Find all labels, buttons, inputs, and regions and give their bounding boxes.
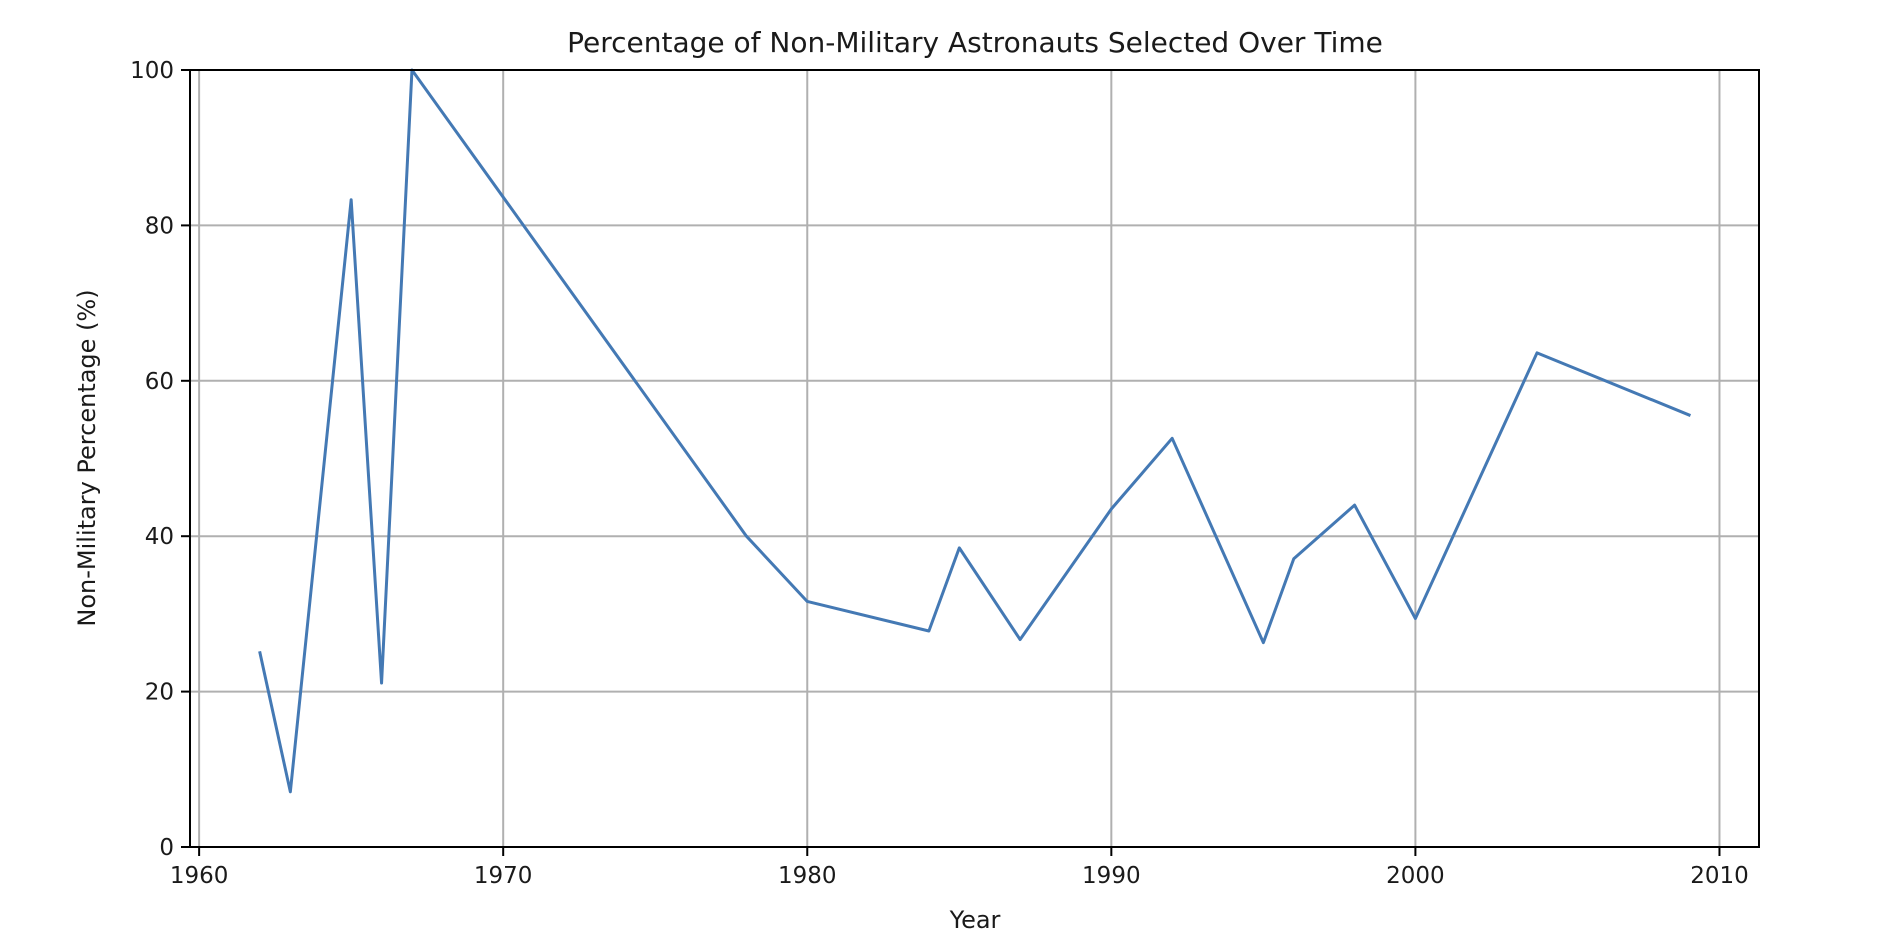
axis-ticks: 1960 1970 1980 1990 2000 2010 0 20 40 60 80 100 [130, 58, 1749, 889]
y-tick-label: 60 [145, 369, 174, 395]
x-axis-label: Year [949, 906, 1001, 934]
x-tick-label: 1980 [778, 863, 837, 889]
y-tick-label: 0 [159, 835, 174, 861]
y-tick-label: 20 [145, 680, 174, 706]
y-tick-label: 80 [145, 213, 174, 239]
y-tick-label: 100 [130, 58, 174, 84]
y-axis-label: Non-Military Percentage (%) [73, 289, 101, 626]
x-tick-label: 2010 [1690, 863, 1749, 889]
y-tick-label: 40 [145, 524, 174, 550]
x-tick-label: 1960 [170, 863, 229, 889]
plot-frame [189, 69, 1760, 848]
x-tick-label: 2000 [1386, 863, 1445, 889]
grid-lines [190, 69, 1759, 848]
x-tick-label: 1990 [1082, 863, 1141, 889]
series-line-1 [258, 68, 1692, 794]
x-tick-label: 1970 [474, 863, 533, 889]
chart-title: Percentage of Non-Military Astronauts Se… [567, 26, 1383, 59]
series-layer [258, 68, 1692, 794]
